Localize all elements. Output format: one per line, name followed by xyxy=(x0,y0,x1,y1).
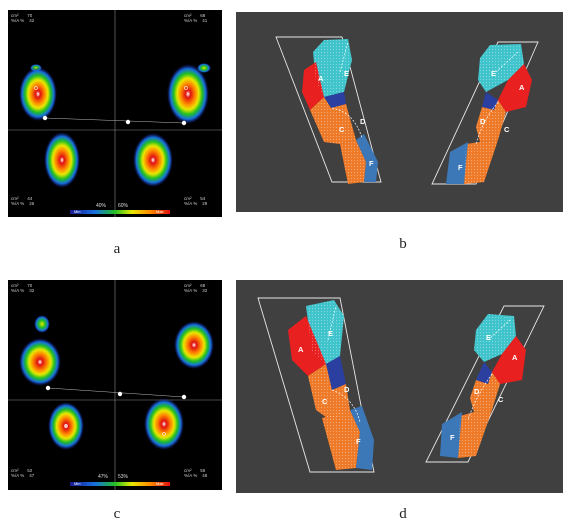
caption-d: d xyxy=(399,506,407,522)
right-label-c: C xyxy=(498,395,504,404)
pressure-map-a-graphic xyxy=(8,10,222,217)
right-label-f: F xyxy=(458,163,463,172)
left-label-c: C xyxy=(339,125,345,134)
right-label-e: E xyxy=(491,69,496,78)
left-label-d: D xyxy=(344,385,350,394)
left-percent: 47% xyxy=(98,474,109,480)
left-percent: 40% xyxy=(96,203,107,209)
right-label-a: A xyxy=(512,353,518,362)
left-forefoot-blob xyxy=(19,67,57,121)
pressure-map-a: cm² 70 %/A % 42 cm² 68 %/A % 41 cm² 44 %… xyxy=(8,10,222,217)
right-percent: 53% xyxy=(118,474,129,480)
stats-top-left: cm² 70 %/A % 32 xyxy=(11,283,35,293)
scale-min-label: Min xyxy=(74,209,81,214)
right-percent: 60% xyxy=(118,203,129,209)
left-label-d: D xyxy=(360,117,366,126)
left-label-f: F xyxy=(369,159,374,168)
right-label-c: C xyxy=(504,125,510,134)
pressure-scale-bar xyxy=(70,482,170,486)
left-label-e: E xyxy=(344,69,349,78)
caption-a: a xyxy=(113,241,121,257)
zone-map-d-graphic: A E C D F A E C D F xyxy=(257,297,545,473)
scale-max-label: Max xyxy=(156,209,164,214)
stats-top-right: cm² 68 %/A % 41 xyxy=(184,13,208,23)
left-zone-b xyxy=(326,356,346,390)
right-zone-a xyxy=(498,64,532,112)
right-center-of-pressure xyxy=(181,120,187,126)
right-forefoot-blob xyxy=(174,321,214,369)
caption-c: c xyxy=(113,506,121,522)
left-label-a: A xyxy=(318,74,324,83)
right-label-a: A xyxy=(519,83,525,92)
right-forefoot-blob xyxy=(167,64,209,124)
left-heel-blob xyxy=(48,402,84,450)
scale-min-label: Min xyxy=(74,481,81,486)
right-label-f: F xyxy=(450,433,455,442)
pressure-map-c-graphic xyxy=(8,280,222,490)
left-toe-blob xyxy=(34,315,50,333)
left-label-a: A xyxy=(298,345,304,354)
right-label-d: D xyxy=(480,117,486,126)
left-label-e: E xyxy=(328,329,333,338)
right-zone-f xyxy=(446,142,468,184)
right-heel-blob xyxy=(144,398,184,450)
right-center-of-pressure xyxy=(181,394,187,400)
stats-bottom-right: cm² 56 %/A % 48 xyxy=(184,468,208,478)
right-zone-b xyxy=(476,362,492,384)
center-of-pressure xyxy=(117,391,123,397)
caption-b: b xyxy=(399,236,407,252)
stats-top-right: cm² 68 %/A % 32 xyxy=(184,283,208,293)
center-of-pressure xyxy=(125,119,131,125)
left-forefoot-blob xyxy=(19,338,61,386)
left-label-f: F xyxy=(356,437,361,446)
left-zone-f xyxy=(356,134,378,182)
stats-top-left: cm² 70 %/A % 42 xyxy=(11,13,35,23)
stats-bottom-left: cm² 52 %/A % 47 xyxy=(11,468,35,478)
left-zone-a xyxy=(288,316,326,376)
left-center-of-pressure xyxy=(42,115,48,121)
stats-bottom-right: cm² 54 %/A % 29 xyxy=(184,196,208,206)
left-label-c: C xyxy=(322,397,328,406)
zone-map-b: A E C D F A E C D F xyxy=(236,12,563,212)
right-heel-blob xyxy=(133,133,173,187)
left-zone-f xyxy=(350,406,374,470)
right-zone-b xyxy=(482,92,498,110)
left-zone-b xyxy=(324,92,346,108)
right-label-d: D xyxy=(474,387,480,396)
stats-bottom-left: cm² 44 %/A % 26 xyxy=(11,196,35,206)
right-zone-f xyxy=(440,412,462,458)
zone-map-d: A E C D F A E C D F xyxy=(236,280,563,493)
zone-map-b-graphic: A E C D F A E C D F xyxy=(275,36,539,185)
right-zone-a xyxy=(492,336,526,384)
scale-max-label: Max xyxy=(156,481,164,486)
pressure-map-c: cm² 70 %/A % 32 cm² 68 %/A % 32 cm² 52 %… xyxy=(8,280,222,490)
pressure-scale-bar xyxy=(70,210,170,214)
left-heel-blob xyxy=(44,132,80,188)
left-center-of-pressure xyxy=(45,385,51,391)
right-label-e: E xyxy=(486,333,491,342)
